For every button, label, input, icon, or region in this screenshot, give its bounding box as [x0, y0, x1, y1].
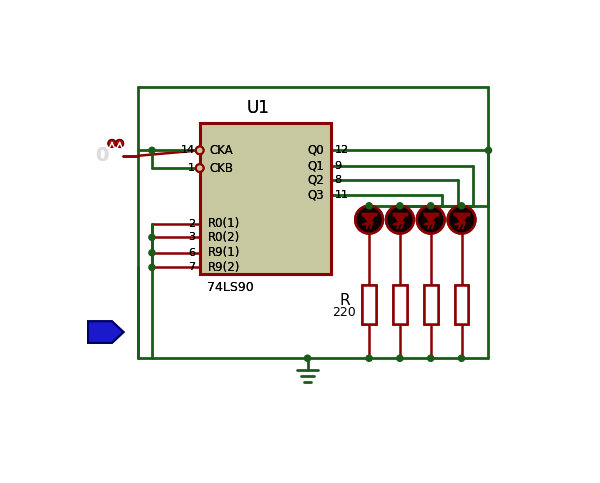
Circle shape — [149, 250, 155, 256]
Text: R9(1): R9(1) — [208, 246, 240, 259]
Text: Q0: Q0 — [308, 144, 325, 157]
Circle shape — [196, 164, 203, 172]
Circle shape — [428, 203, 434, 209]
Text: 7: 7 — [188, 262, 195, 272]
Bar — [393, 285, 407, 324]
Text: 11: 11 — [334, 190, 349, 200]
Text: 8: 8 — [334, 175, 341, 185]
Text: 11: 11 — [334, 190, 349, 200]
Text: R0(1): R0(1) — [208, 217, 239, 230]
Polygon shape — [425, 214, 437, 224]
Circle shape — [458, 355, 464, 361]
Text: 12: 12 — [334, 145, 349, 156]
Bar — [393, 285, 407, 324]
Circle shape — [397, 203, 403, 209]
Text: 14: 14 — [181, 145, 195, 156]
Text: Q1: Q1 — [308, 159, 325, 172]
Bar — [455, 285, 469, 324]
Circle shape — [196, 146, 203, 154]
Circle shape — [116, 140, 124, 147]
Text: CKB: CKB — [209, 162, 233, 174]
Text: Q3: Q3 — [308, 188, 325, 201]
Circle shape — [366, 355, 372, 361]
Text: Q2: Q2 — [308, 173, 325, 186]
Circle shape — [417, 206, 445, 233]
Circle shape — [386, 206, 414, 233]
Text: 14: 14 — [181, 145, 195, 156]
Circle shape — [386, 206, 414, 233]
Text: U1: U1 — [246, 99, 269, 117]
Circle shape — [355, 206, 383, 233]
Circle shape — [304, 355, 311, 361]
Circle shape — [196, 146, 203, 154]
Polygon shape — [363, 214, 375, 224]
Polygon shape — [425, 214, 437, 224]
Text: R9(2): R9(2) — [208, 261, 240, 274]
Text: Q3: Q3 — [308, 188, 325, 201]
Text: 8: 8 — [334, 175, 341, 185]
Circle shape — [448, 206, 475, 233]
Circle shape — [366, 203, 372, 209]
Bar — [424, 285, 437, 324]
Bar — [455, 285, 469, 324]
Polygon shape — [394, 214, 406, 224]
Text: 6: 6 — [188, 248, 195, 258]
Circle shape — [428, 355, 434, 361]
Text: 1: 1 — [188, 163, 195, 173]
Text: 12: 12 — [334, 145, 349, 156]
Text: 74LS90: 74LS90 — [208, 281, 254, 294]
Text: 74LS90: 74LS90 — [208, 281, 254, 294]
Polygon shape — [88, 321, 124, 343]
Text: 9: 9 — [334, 161, 341, 171]
Text: R9(1): R9(1) — [208, 246, 240, 259]
Polygon shape — [88, 321, 124, 343]
Polygon shape — [455, 214, 467, 224]
Text: R0(2): R0(2) — [208, 231, 239, 244]
Circle shape — [149, 234, 155, 241]
Circle shape — [196, 164, 203, 172]
Polygon shape — [363, 214, 375, 224]
Text: 2: 2 — [188, 218, 195, 228]
Text: R0(1): R0(1) — [208, 217, 239, 230]
Text: 9: 9 — [334, 161, 341, 171]
Bar — [362, 285, 376, 324]
Circle shape — [149, 264, 155, 270]
Text: CKA: CKA — [209, 144, 233, 157]
Text: 2: 2 — [188, 218, 195, 228]
Text: 3: 3 — [188, 232, 195, 242]
Bar — [424, 285, 437, 324]
Polygon shape — [455, 214, 467, 224]
Text: R: R — [339, 293, 350, 308]
Bar — [200, 124, 331, 273]
Text: 0: 0 — [95, 146, 109, 165]
Circle shape — [485, 147, 491, 154]
Circle shape — [355, 206, 383, 233]
Circle shape — [149, 147, 155, 154]
Circle shape — [397, 355, 403, 361]
Text: U1: U1 — [246, 99, 269, 117]
Bar — [200, 124, 331, 273]
Text: 0: 0 — [95, 146, 109, 165]
Text: 1: 1 — [188, 163, 195, 173]
Text: R9(2): R9(2) — [208, 261, 240, 274]
Text: 220: 220 — [332, 306, 356, 319]
Text: CKB: CKB — [209, 162, 233, 174]
Circle shape — [458, 203, 464, 209]
Circle shape — [108, 140, 116, 147]
Text: 7: 7 — [188, 262, 195, 272]
Circle shape — [417, 206, 445, 233]
Circle shape — [116, 140, 124, 147]
Text: Q2: Q2 — [308, 173, 325, 186]
Text: CKA: CKA — [209, 144, 233, 157]
Bar — [362, 285, 376, 324]
Text: R0(2): R0(2) — [208, 231, 239, 244]
Polygon shape — [394, 214, 406, 224]
Text: 3: 3 — [188, 232, 195, 242]
Circle shape — [448, 206, 475, 233]
Text: Q1: Q1 — [308, 159, 325, 172]
Circle shape — [108, 140, 116, 147]
Text: Q0: Q0 — [308, 144, 325, 157]
Text: 6: 6 — [188, 248, 195, 258]
